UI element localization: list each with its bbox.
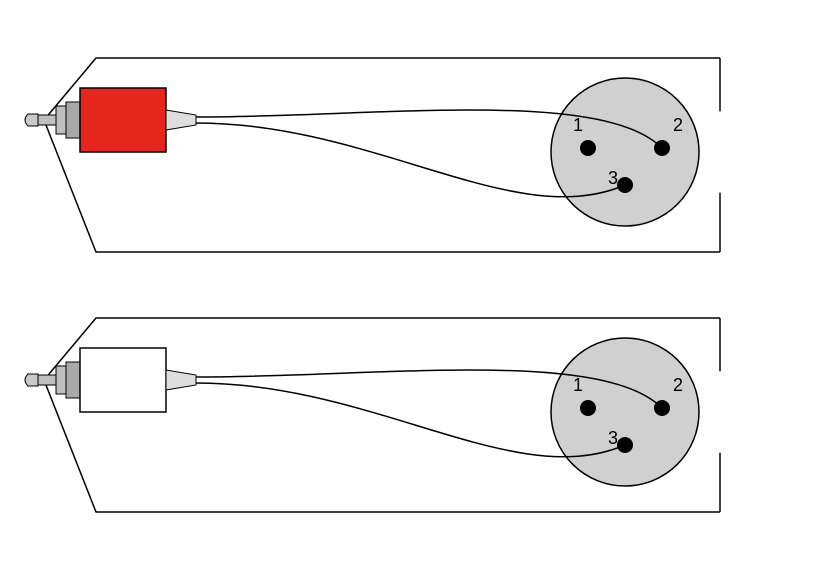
wiring-diagram: 1 2 3 1 2 3 <box>0 0 820 562</box>
rca-ring <box>66 362 80 398</box>
rca-strain-relief <box>166 110 196 130</box>
xlr-pin-1 <box>580 140 596 156</box>
rca-strain-relief <box>166 370 196 390</box>
rca-collar <box>56 106 66 134</box>
xlr-pin-label-1: 1 <box>573 115 583 135</box>
xlr-connector <box>551 338 699 486</box>
rca-tip <box>25 114 38 126</box>
xlr-pin-label-1: 1 <box>573 375 583 395</box>
xlr-pin-label-2: 2 <box>673 115 683 135</box>
rca-tip <box>25 374 38 386</box>
rca-body <box>80 88 166 152</box>
rca-ring <box>66 102 80 138</box>
rca-collar <box>56 366 66 394</box>
rca-pin <box>38 375 56 385</box>
xlr-pin-label-3: 3 <box>608 428 618 448</box>
rca-pin <box>38 115 56 125</box>
xlr-pin-label-2: 2 <box>673 375 683 395</box>
xlr-pin-1 <box>580 400 596 416</box>
rca-body <box>80 348 166 412</box>
xlr-pin-label-3: 3 <box>608 168 618 188</box>
xlr-connector <box>551 78 699 226</box>
